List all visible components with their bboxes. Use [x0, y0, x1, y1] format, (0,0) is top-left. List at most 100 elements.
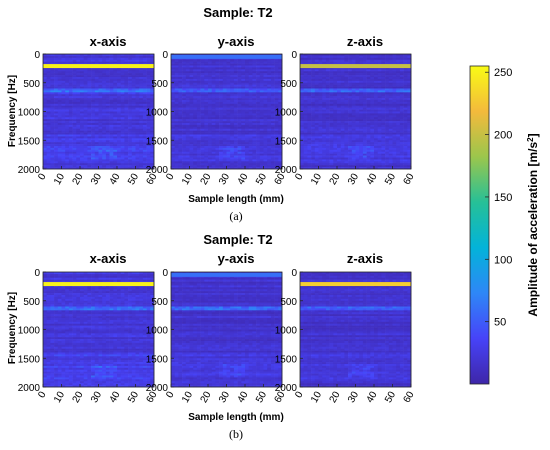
heatmap-cell [113, 153, 118, 156]
heatmap-cell [189, 65, 194, 68]
heatmap-cell [50, 121, 55, 124]
heatmap-cell [230, 117, 235, 120]
heatmap-cell [87, 130, 92, 133]
heatmap-cell [102, 128, 107, 131]
heatmap-cell [211, 107, 216, 110]
heatmap-cell [146, 115, 151, 118]
heatmap-cell [366, 126, 371, 130]
heatmap-cell [87, 157, 92, 160]
heatmap-cell [259, 136, 264, 139]
heatmap-cell [377, 59, 382, 62]
heatmap-cell [388, 88, 393, 91]
heatmap-cell [337, 59, 341, 62]
heatmap-cell [61, 101, 66, 105]
heatmap-cell [65, 146, 70, 149]
heatmap-cell [46, 103, 51, 107]
heatmap-cell [245, 77, 249, 80]
heatmap-cell [80, 59, 84, 62]
heatmap-cell [270, 155, 275, 158]
heatmap-cell [113, 132, 118, 135]
heatmap-cell [314, 88, 319, 91]
heatmap-cell [131, 71, 136, 74]
heatmap-cell [105, 124, 110, 128]
heatmap-cell [54, 123, 59, 126]
heatmap-cell [120, 90, 125, 93]
heatmap-cell [211, 71, 216, 74]
heatmap-cell [76, 151, 81, 154]
heatmap-cell [109, 101, 114, 105]
heatmap-cell [344, 61, 349, 64]
heatmap-cell [76, 100, 81, 103]
heatmap-cell [355, 71, 360, 74]
heatmap-cell [388, 109, 393, 112]
heatmap-cell [211, 126, 216, 130]
heatmap-cell [142, 94, 147, 97]
heatmap-cell [50, 161, 55, 164]
heatmap-cell [256, 157, 261, 160]
heatmap-cell [83, 140, 88, 143]
heatmap-cell [355, 113, 360, 116]
heatmap-cell [322, 57, 327, 61]
heatmap-cell [142, 55, 147, 59]
x-tick-label: 50 [254, 171, 269, 187]
heatmap-cell [314, 67, 319, 70]
heatmap-cell [50, 130, 55, 133]
heatmap-cell [131, 111, 136, 114]
heatmap-cell [314, 128, 319, 131]
heatmap-cell [215, 121, 220, 124]
heatmap-cell [193, 149, 198, 153]
heatmap-cell [314, 107, 319, 110]
heatmap-cell [87, 84, 92, 87]
heatmap-cell [150, 61, 155, 64]
heatmap-cell [362, 80, 367, 84]
heatmap-cell [267, 107, 272, 110]
heatmap-cell [196, 123, 201, 126]
heatmap-cell [263, 144, 268, 147]
heatmap-cell [211, 132, 216, 135]
heatmap-cell [370, 121, 375, 124]
heatmap-cell [270, 138, 275, 141]
heatmap-cell [226, 78, 231, 82]
heatmap-cell [322, 84, 327, 87]
heatmap-cell [139, 107, 144, 110]
heatmap-cell [241, 134, 246, 137]
heatmap-cell [117, 159, 121, 162]
heatmap-cell [300, 90, 304, 93]
heatmap-cell [329, 96, 334, 99]
heatmap-cell [245, 161, 249, 164]
heatmap-cell [385, 67, 390, 70]
heatmap-cell [303, 128, 308, 131]
panel-b-label: (b) [229, 427, 243, 441]
heatmap-cell [318, 107, 323, 110]
heatmap-cell [46, 115, 51, 118]
heatmap-cell [87, 124, 92, 128]
heatmap-cell [241, 63, 246, 66]
heatmap-cell [344, 77, 349, 80]
heatmap-cell [274, 161, 279, 164]
heatmap-cell [248, 113, 253, 116]
heatmap-cell [54, 136, 59, 139]
heatmap-cell [98, 159, 103, 162]
heatmap-cell [174, 163, 179, 166]
heatmap-cell [385, 130, 390, 133]
heatmap-cell [303, 59, 308, 62]
heatmap-cell [300, 88, 304, 91]
heatmap-cell [274, 153, 279, 156]
heatmap-cell [311, 84, 316, 87]
heatmap-cell [215, 167, 220, 170]
heatmap-cell [57, 159, 62, 162]
heatmap-cell [120, 92, 125, 95]
heatmap-cell [381, 90, 386, 93]
heatmap-cell [300, 98, 304, 101]
heatmap-cell [200, 82, 205, 85]
heatmap-cell [50, 153, 55, 156]
heatmap-cell [117, 151, 121, 154]
heatmap-cell [46, 126, 51, 130]
heatmap-cell [340, 96, 345, 99]
heatmap-cell [171, 115, 175, 118]
heatmap-cell [189, 151, 194, 154]
heatmap-cell [248, 94, 253, 97]
heatmap-cell [267, 124, 272, 128]
heatmap-cell [322, 71, 327, 74]
heatmap-cell [303, 136, 308, 139]
